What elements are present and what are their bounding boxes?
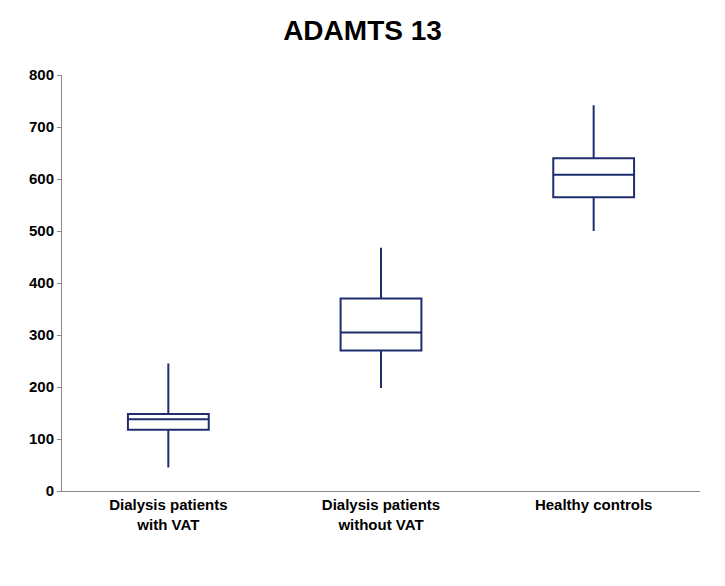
svg-text:600: 600 xyxy=(29,170,54,187)
svg-text:300: 300 xyxy=(29,326,54,343)
svg-text:Dialysis patientswithout VAT: Dialysis patientswithout VAT xyxy=(322,496,440,533)
svg-text:800: 800 xyxy=(29,66,54,83)
svg-text:Healthy controls: Healthy controls xyxy=(535,496,653,513)
svg-text:ADAMTS 13: ADAMTS 13 xyxy=(283,15,442,46)
svg-text:100: 100 xyxy=(29,430,54,447)
svg-text:700: 700 xyxy=(29,118,54,135)
svg-text:0: 0 xyxy=(46,482,54,499)
svg-text:400: 400 xyxy=(29,274,54,291)
svg-text:200: 200 xyxy=(29,378,54,395)
svg-text:500: 500 xyxy=(29,222,54,239)
svg-text:Dialysis patientswith VAT: Dialysis patientswith VAT xyxy=(109,496,227,533)
